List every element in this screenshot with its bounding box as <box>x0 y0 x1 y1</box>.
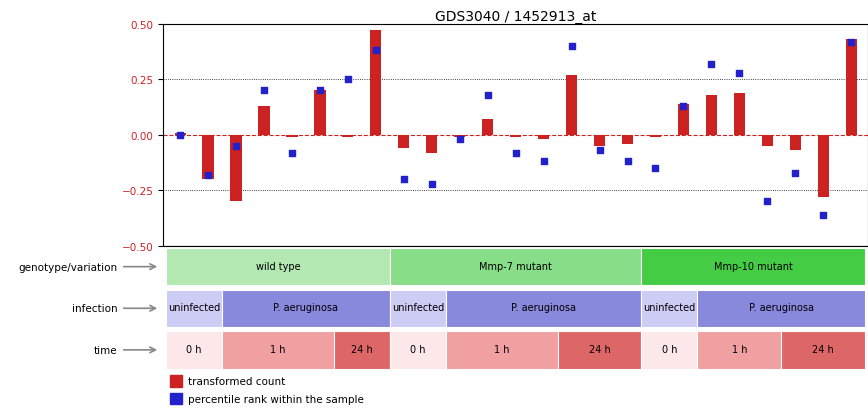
Bar <box>845 40 857 135</box>
Bar <box>166 290 222 327</box>
Bar <box>641 290 697 327</box>
Point <box>509 150 523 157</box>
Text: 0 h: 0 h <box>187 344 202 354</box>
Point <box>313 88 327 95</box>
Text: uninfected: uninfected <box>643 303 695 313</box>
Bar <box>202 135 214 180</box>
Bar <box>390 290 446 327</box>
Bar <box>166 331 222 369</box>
Bar <box>446 290 641 327</box>
Bar <box>762 135 773 147</box>
Bar <box>170 375 181 387</box>
Bar <box>222 290 390 327</box>
Point <box>733 70 746 77</box>
Bar <box>538 135 549 140</box>
Bar <box>446 331 557 369</box>
Point <box>424 181 438 188</box>
Bar <box>482 120 493 135</box>
Bar <box>454 135 465 138</box>
Text: 1 h: 1 h <box>494 344 510 354</box>
Bar <box>706 96 717 135</box>
Bar <box>166 248 390 286</box>
Bar <box>426 135 437 153</box>
Point <box>816 212 830 218</box>
Bar <box>697 331 781 369</box>
Point <box>536 159 550 165</box>
Text: 24 h: 24 h <box>812 344 834 354</box>
Bar <box>510 135 522 138</box>
Bar <box>259 107 270 135</box>
Bar <box>286 135 298 138</box>
Bar <box>557 331 641 369</box>
Bar <box>398 135 410 149</box>
Bar <box>781 331 865 369</box>
Bar <box>566 76 577 135</box>
Bar <box>314 91 326 135</box>
Point <box>621 159 635 165</box>
Text: infection: infection <box>72 304 117 313</box>
Text: time: time <box>94 345 117 355</box>
Point <box>593 148 607 154</box>
Text: wild type: wild type <box>256 261 300 271</box>
Point <box>397 176 411 183</box>
Bar <box>697 290 865 327</box>
Point <box>845 39 858 46</box>
Point <box>229 143 243 150</box>
Bar <box>390 331 446 369</box>
Point <box>705 62 719 68</box>
Text: uninfected: uninfected <box>168 303 220 313</box>
Bar <box>334 331 390 369</box>
Text: 24 h: 24 h <box>589 344 610 354</box>
Bar <box>342 135 353 138</box>
Bar <box>174 133 186 135</box>
Point <box>201 172 215 179</box>
Text: Mmp-7 mutant: Mmp-7 mutant <box>479 261 552 271</box>
Bar <box>390 248 641 286</box>
Text: 1 h: 1 h <box>732 344 747 354</box>
Bar <box>650 135 661 138</box>
Text: 24 h: 24 h <box>351 344 372 354</box>
Point <box>676 103 690 110</box>
Point <box>341 77 355 83</box>
Bar <box>733 93 745 135</box>
Point <box>648 166 662 172</box>
Text: 0 h: 0 h <box>410 344 425 354</box>
Bar <box>622 135 633 145</box>
Bar <box>790 135 801 151</box>
Text: P. aeruginosa: P. aeruginosa <box>273 303 339 313</box>
Bar <box>170 393 181 404</box>
Bar <box>230 135 241 202</box>
Text: genotype/variation: genotype/variation <box>18 262 117 272</box>
Point <box>369 48 383 55</box>
Bar <box>678 104 689 135</box>
Text: transformed count: transformed count <box>188 376 286 386</box>
Point <box>257 88 271 95</box>
Text: 1 h: 1 h <box>270 344 286 354</box>
Text: Mmp-10 mutant: Mmp-10 mutant <box>713 261 792 271</box>
Point <box>760 199 774 205</box>
Point <box>481 93 495 99</box>
Title: GDS3040 / 1452913_at: GDS3040 / 1452913_at <box>435 10 596 24</box>
Point <box>565 44 579 50</box>
Point <box>285 150 299 157</box>
Bar <box>641 248 865 286</box>
Text: percentile rank within the sample: percentile rank within the sample <box>188 394 364 404</box>
Text: P. aeruginosa: P. aeruginosa <box>749 303 814 313</box>
Bar <box>641 331 697 369</box>
Point <box>788 170 802 176</box>
Text: P. aeruginosa: P. aeruginosa <box>511 303 576 313</box>
Point <box>453 137 467 143</box>
Bar <box>818 135 829 197</box>
Point <box>174 132 187 139</box>
Text: uninfected: uninfected <box>391 303 444 313</box>
Bar <box>594 135 605 147</box>
Bar <box>371 31 381 135</box>
Text: 0 h: 0 h <box>661 344 677 354</box>
Bar <box>222 331 334 369</box>
